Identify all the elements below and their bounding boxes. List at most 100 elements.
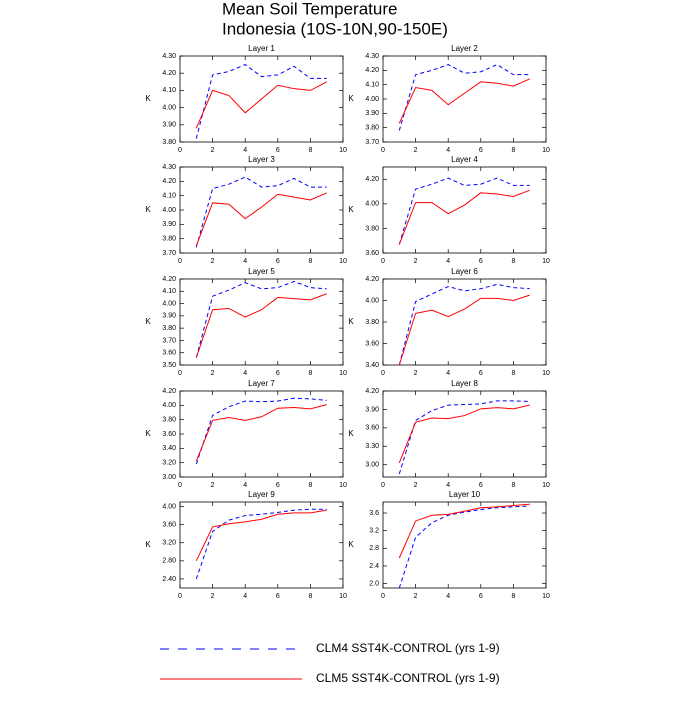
- line-series: [195, 293, 327, 358]
- plot-frame: [179, 501, 344, 589]
- x-tick-label: 10: [339, 593, 347, 600]
- panel-title: Layer 5: [248, 267, 275, 276]
- x-tick-label: 4: [446, 482, 450, 489]
- x-tick-label: 10: [542, 258, 550, 265]
- y-tick-label: 3.00: [162, 474, 176, 481]
- y-tick-label: 4.20: [365, 388, 379, 395]
- x-tick-label: 8: [511, 482, 515, 489]
- y-tick-label: 3.50: [162, 362, 176, 369]
- y-tick-label: 3.70: [162, 250, 176, 257]
- x-tick-label: 6: [479, 370, 483, 377]
- y-tick-label: 3.60: [162, 521, 176, 528]
- x-tick-label: 0: [381, 370, 385, 377]
- y-axis-label: K: [145, 94, 151, 103]
- x-tick-label: 4: [446, 370, 450, 377]
- y-axis-label: K: [348, 94, 354, 103]
- y-axis-label: K: [145, 205, 151, 214]
- y-tick-label: 4.20: [162, 276, 176, 283]
- y-tick-label: 3.80: [162, 417, 176, 424]
- x-tick-label: 8: [308, 147, 312, 154]
- line-series: [195, 404, 327, 462]
- panel-title: Layer 4: [451, 155, 478, 164]
- x-tick-label: 2: [211, 482, 215, 489]
- x-tick-label: 2: [211, 593, 215, 600]
- y-axis-label: K: [348, 317, 354, 326]
- y-tick-label: 4.20: [162, 388, 176, 395]
- y-tick-label: 4.00: [162, 503, 176, 510]
- y-tick-label: 2.0: [369, 580, 379, 587]
- y-axis-label: K: [348, 429, 354, 438]
- y-tick-label: 4.00: [365, 201, 379, 208]
- x-tick-label: 2: [414, 147, 418, 154]
- plot-frame: [179, 278, 344, 366]
- y-tick-label: 4.00: [365, 297, 379, 304]
- x-tick-label: 2: [414, 593, 418, 600]
- x-tick-label: 6: [479, 482, 483, 489]
- y-tick-label: 3.20: [162, 460, 176, 467]
- line-series: [398, 283, 530, 366]
- x-tick-label: 6: [276, 147, 280, 154]
- y-axis-label: K: [348, 205, 354, 214]
- x-tick-label: 10: [542, 147, 550, 154]
- y-tick-label: 3.40: [162, 445, 176, 452]
- y-tick-label: 3.60: [365, 250, 379, 257]
- line-series: [398, 189, 530, 245]
- y-tick-label: 3.80: [365, 125, 379, 132]
- x-tick-label: 0: [381, 258, 385, 265]
- y-tick-label: 3.80: [365, 225, 379, 232]
- x-tick-label: 8: [511, 370, 515, 377]
- y-tick-label: 3.70: [162, 337, 176, 344]
- x-tick-label: 4: [243, 593, 247, 600]
- y-tick-label: 4.20: [162, 70, 176, 77]
- x-tick-label: 6: [479, 593, 483, 600]
- y-tick-label: 3.00: [365, 462, 379, 469]
- x-tick-label: 4: [243, 370, 247, 377]
- chart-title: Mean Soil Temperature: [222, 0, 397, 18]
- y-tick-label: 4.00: [162, 207, 176, 214]
- x-tick-label: 10: [542, 482, 550, 489]
- line-series: [195, 192, 327, 247]
- x-tick-label: 8: [308, 482, 312, 489]
- x-tick-label: 8: [308, 370, 312, 377]
- y-tick-label: 3.90: [162, 221, 176, 228]
- x-tick-label: 8: [511, 258, 515, 265]
- x-tick-label: 10: [339, 147, 347, 154]
- x-tick-label: 0: [178, 370, 182, 377]
- x-tick-label: 8: [511, 147, 515, 154]
- panel-title: Layer 7: [248, 379, 275, 388]
- y-tick-label: 3.6: [369, 510, 379, 517]
- chart-subtitle: Indonesia (10S-10N,90-150E): [222, 19, 448, 38]
- x-tick-label: 4: [243, 147, 247, 154]
- x-tick-label: 4: [446, 147, 450, 154]
- y-tick-label: 4.30: [162, 164, 176, 171]
- y-tick-label: 3.40: [365, 362, 379, 369]
- plot-frame: [382, 501, 547, 589]
- y-tick-label: 2.4: [369, 563, 379, 570]
- panel-title: Layer 2: [451, 44, 478, 53]
- panel-title: Layer 6: [451, 267, 478, 276]
- x-tick-label: 8: [308, 593, 312, 600]
- line-series: [398, 400, 530, 475]
- y-tick-label: 4.20: [365, 67, 379, 74]
- y-tick-label: 4.10: [162, 193, 176, 200]
- y-tick-label: 3.90: [162, 122, 176, 129]
- x-tick-label: 2: [211, 258, 215, 265]
- y-tick-label: 3.70: [365, 139, 379, 146]
- y-tick-label: 3.2: [369, 528, 379, 535]
- plot-frame: [179, 166, 344, 254]
- y-tick-label: 4.10: [162, 288, 176, 295]
- x-tick-label: 0: [381, 147, 385, 154]
- panel-title: Layer 10: [449, 490, 481, 499]
- line-series: [195, 509, 327, 562]
- x-tick-label: 10: [339, 258, 347, 265]
- y-tick-label: 4.00: [162, 104, 176, 111]
- panel-title: Layer 3: [248, 155, 275, 164]
- y-tick-label: 2.8: [369, 545, 379, 552]
- y-tick-label: 3.90: [162, 313, 176, 320]
- y-tick-label: 3.60: [162, 431, 176, 438]
- line-series: [398, 177, 530, 245]
- x-tick-label: 2: [414, 482, 418, 489]
- line-series: [398, 503, 530, 559]
- x-tick-label: 4: [243, 482, 247, 489]
